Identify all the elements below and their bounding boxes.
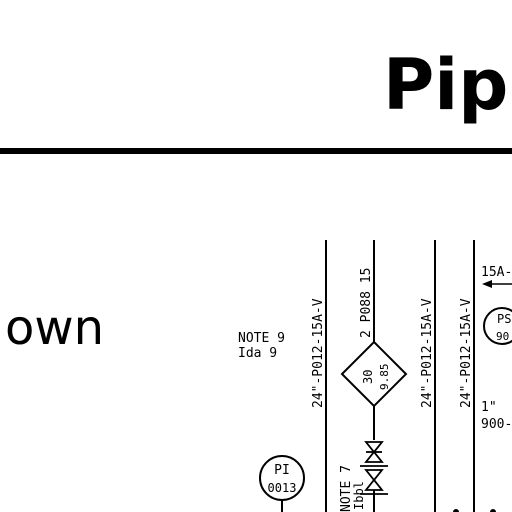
line-label-1: 24"-P012-15A-V (311, 298, 326, 408)
instrument-pi-number: 0013 (268, 481, 297, 495)
right-code-label: 900- (481, 417, 512, 432)
line-label-3: 24"-P012-15A-V (420, 298, 435, 408)
note-bottom-line1: NOTE 7 (339, 465, 354, 512)
drawing-title: Pipi (383, 44, 512, 126)
line-label-2: 2 P088 15 (359, 268, 374, 338)
title-divider (0, 148, 512, 154)
line-label-4: 24"-P012-15A-V (459, 298, 474, 408)
gate-valve-icon (360, 441, 388, 495)
instrument-pi-tag: PI (274, 463, 290, 478)
instrument-ps-tag: PS (497, 312, 511, 326)
diamond-top-text: 30 (361, 370, 375, 384)
note-left-line2: Ida 9 (238, 346, 277, 361)
top-right-label: 15A- (481, 265, 512, 280)
instrument-ps-number: 90 (496, 330, 509, 343)
diamond-bottom-text: 9.85 (378, 364, 391, 391)
note-bottom-line2: Ibbl (352, 481, 366, 510)
note-left-line1: NOTE 9 (238, 331, 285, 346)
flow-arrow-icon (482, 280, 492, 288)
right-size-label: 1" (481, 400, 497, 415)
diamond-symbol (340, 340, 408, 408)
junction-dot-2 (490, 509, 496, 512)
instrument-ps-bubble: PS 90 (483, 307, 512, 345)
section-subtitle: own (5, 300, 105, 356)
junction-dot-1 (453, 509, 459, 512)
instrument-pi-bubble: PI 0013 (259, 455, 305, 512)
